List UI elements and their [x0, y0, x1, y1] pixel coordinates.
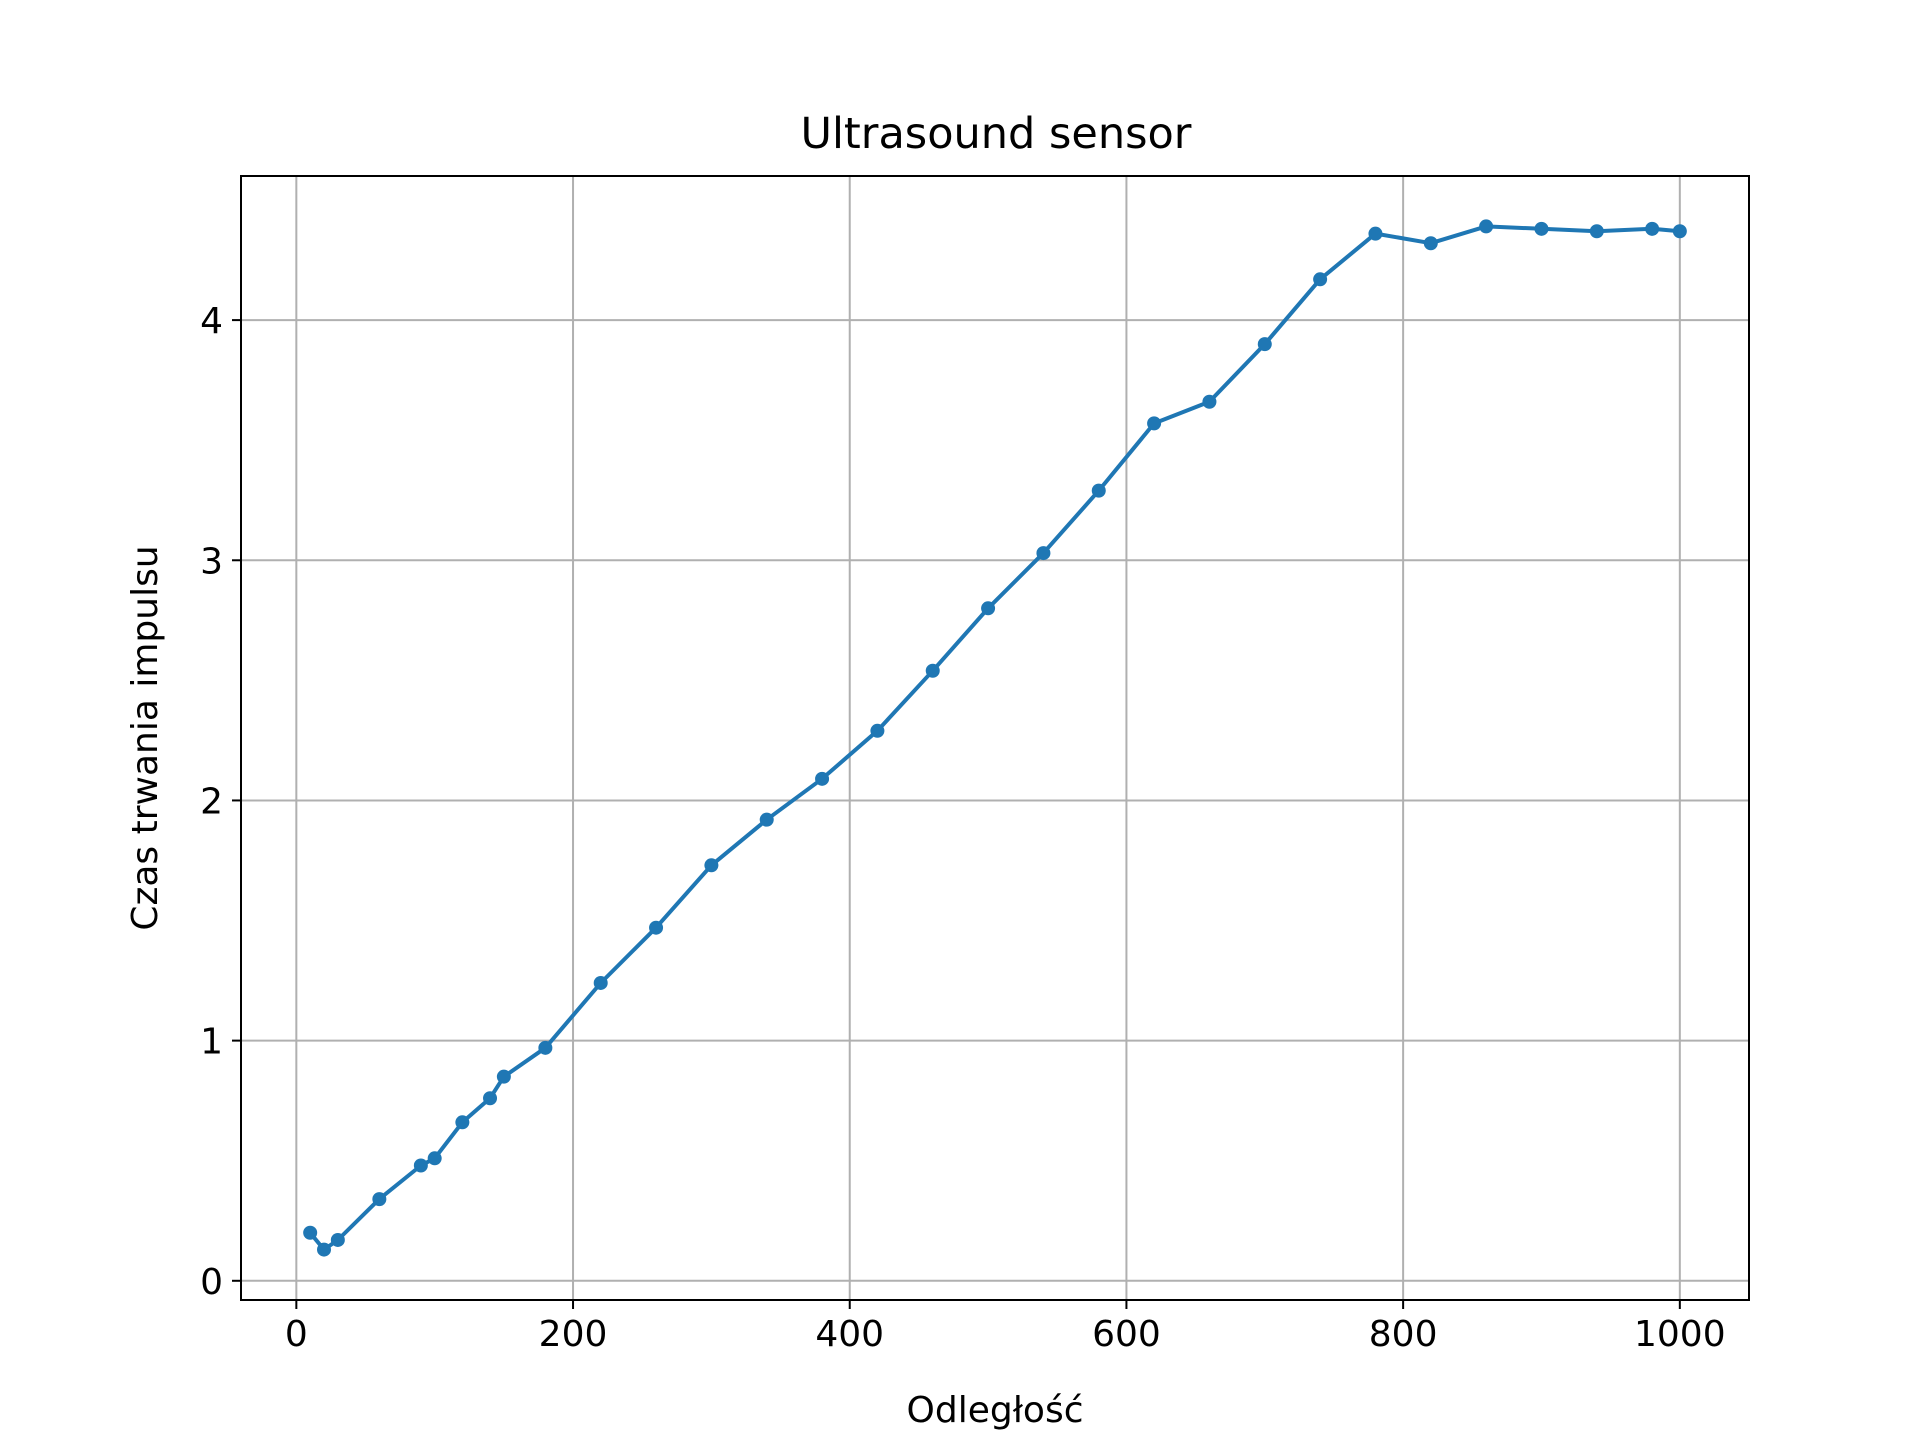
data-point [1036, 546, 1051, 561]
data-point [593, 975, 608, 990]
data-point [496, 1069, 511, 1084]
data-point [981, 601, 996, 616]
grid-lines [241, 176, 1749, 1300]
data-point [1534, 221, 1549, 236]
data-point [1368, 226, 1383, 241]
data-point [1423, 236, 1438, 251]
chart-title: Ultrasound sensor [801, 109, 1192, 159]
x-axis-label: Odległość [907, 1390, 1084, 1431]
x-tick-label: 800 [1369, 1314, 1438, 1355]
data-point [1479, 219, 1494, 234]
data-point [759, 812, 774, 827]
data-point [1202, 394, 1217, 409]
data-point [870, 723, 885, 738]
data-point [330, 1232, 345, 1247]
data-point [1091, 483, 1106, 498]
data-point [815, 771, 830, 786]
x-tick-label: 400 [815, 1314, 884, 1355]
x-tick-label: 1000 [1634, 1314, 1726, 1355]
data-point [1645, 221, 1660, 236]
data-point [317, 1242, 332, 1257]
data-point [1589, 224, 1604, 239]
data-point [483, 1091, 498, 1106]
x-tick-label: 200 [539, 1314, 608, 1355]
data-point [925, 663, 940, 678]
data-point [649, 920, 664, 935]
data-point [455, 1115, 470, 1130]
y-tick-label: 3 [200, 541, 223, 582]
y-tick-label: 4 [200, 301, 223, 342]
data-point [704, 858, 719, 873]
data-point [1313, 272, 1328, 287]
y-tick-label: 0 [200, 1262, 223, 1303]
plot-frame [240, 175, 1750, 1301]
data-point [372, 1192, 387, 1207]
data-point [1257, 337, 1272, 352]
x-tick-label: 0 [285, 1314, 308, 1355]
series-layer [303, 219, 1687, 1257]
data-point [303, 1225, 318, 1240]
axis-ticks: 0 200 400 600 800 1000 0 1 2 3 4 [200, 301, 1726, 1355]
data-point [427, 1151, 442, 1166]
data-point [1672, 224, 1687, 239]
y-tick-label: 1 [200, 1022, 223, 1063]
x-tick-label: 600 [1092, 1314, 1161, 1355]
data-point [538, 1040, 553, 1055]
y-tick-label: 2 [200, 781, 223, 822]
y-axis-label: Czas trwania impulsu [125, 545, 166, 930]
data-point [413, 1158, 428, 1173]
data-point [1147, 416, 1162, 431]
